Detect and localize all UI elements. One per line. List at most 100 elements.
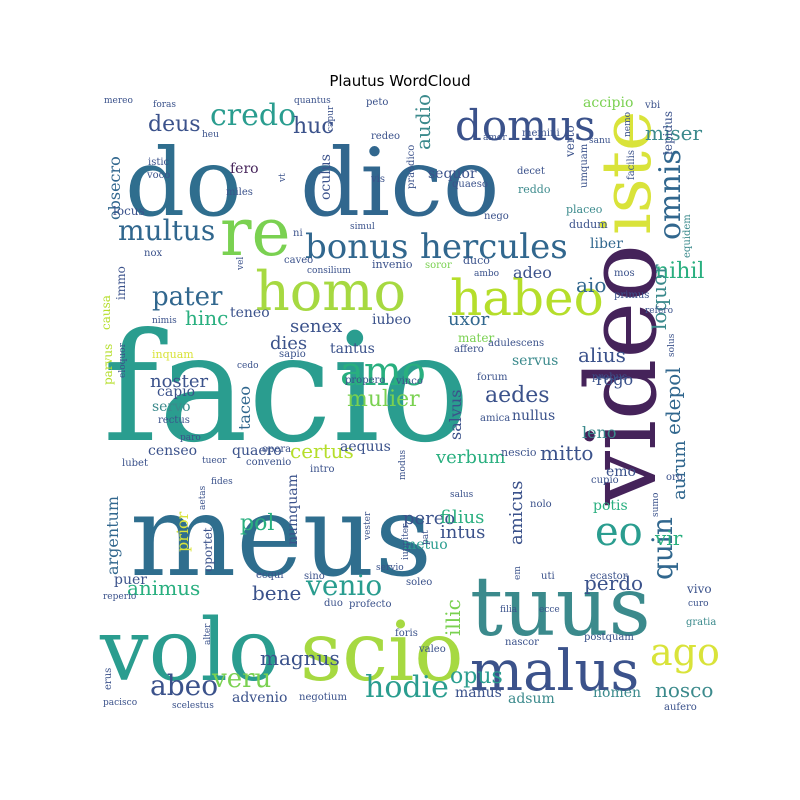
- word-alius: alius: [578, 343, 626, 367]
- word-accipio: accipio: [583, 95, 633, 111]
- word-aio: aio: [576, 273, 606, 297]
- word-servus: servus: [512, 353, 558, 369]
- word-mos: mos: [614, 268, 635, 279]
- word-obsecro: obsecro: [105, 156, 124, 220]
- word-erus: erus: [103, 668, 114, 690]
- word-negotium: negotium: [299, 692, 347, 703]
- word-argentum: argentum: [103, 496, 122, 575]
- word-nego: nego: [484, 211, 509, 222]
- word-duco: duco: [463, 254, 490, 267]
- word-ecce: ecce: [539, 605, 560, 615]
- word-verto: verto: [563, 125, 577, 158]
- word-leno: leno: [582, 423, 617, 442]
- word-emo: emo: [606, 464, 636, 480]
- word-reddo: reddo: [518, 183, 551, 196]
- word-miser: miser: [645, 121, 702, 145]
- word-placeo: placeo: [566, 203, 603, 216]
- word-lepidus: lepidus: [661, 111, 675, 155]
- word-postquam: postquam: [584, 632, 634, 643]
- word-oportet: oportet: [201, 527, 215, 572]
- word-nimis: nimis: [152, 316, 177, 326]
- word-sino: sino: [304, 571, 325, 582]
- word-paro: paro: [180, 433, 201, 443]
- word-locus: locus: [113, 204, 145, 218]
- word-immo: immo: [114, 266, 128, 300]
- word-nox: nox: [144, 248, 162, 259]
- word-tuus: tuus: [470, 560, 651, 655]
- word-adsum: adsum: [508, 691, 555, 707]
- word-cupio: cupio: [591, 475, 619, 486]
- word-nascor: nascor: [505, 637, 539, 648]
- word-scelestus: scelestus: [172, 701, 214, 711]
- word-taceo: taceo: [235, 386, 254, 430]
- word-uti: uti: [541, 571, 555, 582]
- word-forum: forum: [477, 372, 508, 383]
- word-bonus: bonus: [305, 227, 408, 267]
- word-do: do: [125, 129, 242, 238]
- word-dudum: dudum: [569, 218, 608, 231]
- word-sumo: sumo: [651, 493, 661, 517]
- word-inquam: inquam: [152, 348, 194, 361]
- word-prior: prior: [173, 511, 192, 552]
- word-censeo: censeo: [148, 443, 197, 459]
- word-caveo: caveo: [284, 255, 313, 266]
- word-salus: salus: [450, 490, 474, 500]
- word-mater: mater: [458, 331, 494, 345]
- word-umquam: umquam: [579, 143, 590, 188]
- word-domus: domus: [455, 101, 596, 150]
- word-magnus: magnus: [260, 646, 340, 670]
- word-propero: propero: [345, 375, 385, 386]
- word-loquor: loquor: [647, 264, 671, 330]
- word-adulescens: adulescens: [488, 338, 544, 349]
- word-sequor: sequor: [428, 166, 477, 182]
- word-probus: probus: [592, 372, 627, 383]
- word-primus: primus: [614, 290, 649, 301]
- word-aufero: aufero: [664, 702, 697, 713]
- word-amica: amica: [480, 413, 510, 424]
- word-refero: refero: [645, 306, 673, 316]
- word-ni: ni: [293, 228, 303, 239]
- word-hercules: hercules: [420, 227, 568, 267]
- word-decet: decet: [517, 166, 545, 177]
- word-pereo: pereo: [403, 508, 455, 529]
- word-malus: malus: [470, 639, 639, 704]
- word-numquam: numquam: [285, 474, 301, 545]
- word-soror: soror: [425, 260, 452, 271]
- word-servo: servo: [152, 399, 191, 415]
- word-noster: noster: [150, 371, 209, 392]
- word-aedes: aedes: [485, 383, 550, 408]
- word-peto: peto: [366, 97, 388, 108]
- word-liber: liber: [590, 236, 623, 252]
- word-adeo: adeo: [513, 263, 552, 282]
- word-edepol: edepol: [661, 367, 685, 435]
- word-credo: credo: [210, 98, 296, 133]
- word-teneo: teneo: [230, 305, 270, 321]
- word-verbum: verbum: [435, 447, 506, 468]
- word-heu: heu: [202, 130, 219, 140]
- chart-title: Plautus WordCloud: [329, 72, 471, 90]
- word-quantus: quantus: [294, 96, 331, 106]
- word-bene: bene: [252, 581, 301, 605]
- word-rogo: rogo: [596, 370, 633, 389]
- word-memini: memini: [522, 128, 560, 139]
- word-nescio: nescio: [501, 446, 537, 459]
- word-vbi: vbi: [644, 100, 660, 111]
- word-nullus: nullus: [512, 408, 555, 424]
- word-nemo: nemo: [623, 112, 633, 137]
- word-voco: voco: [146, 170, 170, 181]
- word-vt: vt: [278, 173, 288, 183]
- word-pater: pater: [152, 282, 223, 312]
- word-tantus: tantus: [330, 341, 375, 357]
- word-profecto: profecto: [349, 599, 391, 610]
- word-animus: animus: [127, 576, 200, 600]
- word-tueor: tueor: [202, 456, 227, 466]
- word-manus: manus: [455, 685, 502, 701]
- word-homo: homo: [255, 260, 406, 323]
- word-ecastor: ecastor: [590, 571, 628, 582]
- word-capur: capur: [326, 105, 336, 132]
- word-lubet: lubet: [122, 458, 148, 469]
- word-potis: potis: [593, 498, 628, 514]
- word-pol: pol: [240, 511, 274, 536]
- word-vis: vis: [370, 174, 385, 185]
